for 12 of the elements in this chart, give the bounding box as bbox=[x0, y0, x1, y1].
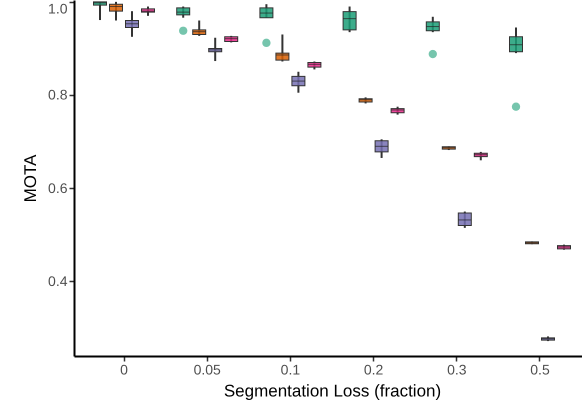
x-axis-title: Segmentation Loss (fraction) bbox=[224, 382, 442, 400]
x-tick-label: 0.1 bbox=[280, 362, 300, 378]
y-tick-label: 0.6 bbox=[48, 180, 68, 196]
y-tick-label: 1.0 bbox=[48, 0, 68, 16]
x-tick-label: 0.3 bbox=[447, 362, 467, 378]
x-tick-label: 0.05 bbox=[194, 362, 222, 378]
x-tick-label: 0.5 bbox=[530, 362, 550, 378]
y-tick-label: 0.4 bbox=[48, 272, 68, 289]
x-tick-label: 0 bbox=[120, 362, 128, 378]
y-tick-label: 0.8 bbox=[48, 86, 68, 103]
x-tick-label: 0.2 bbox=[364, 362, 384, 378]
y-axis-title: MOTA bbox=[21, 154, 40, 202]
